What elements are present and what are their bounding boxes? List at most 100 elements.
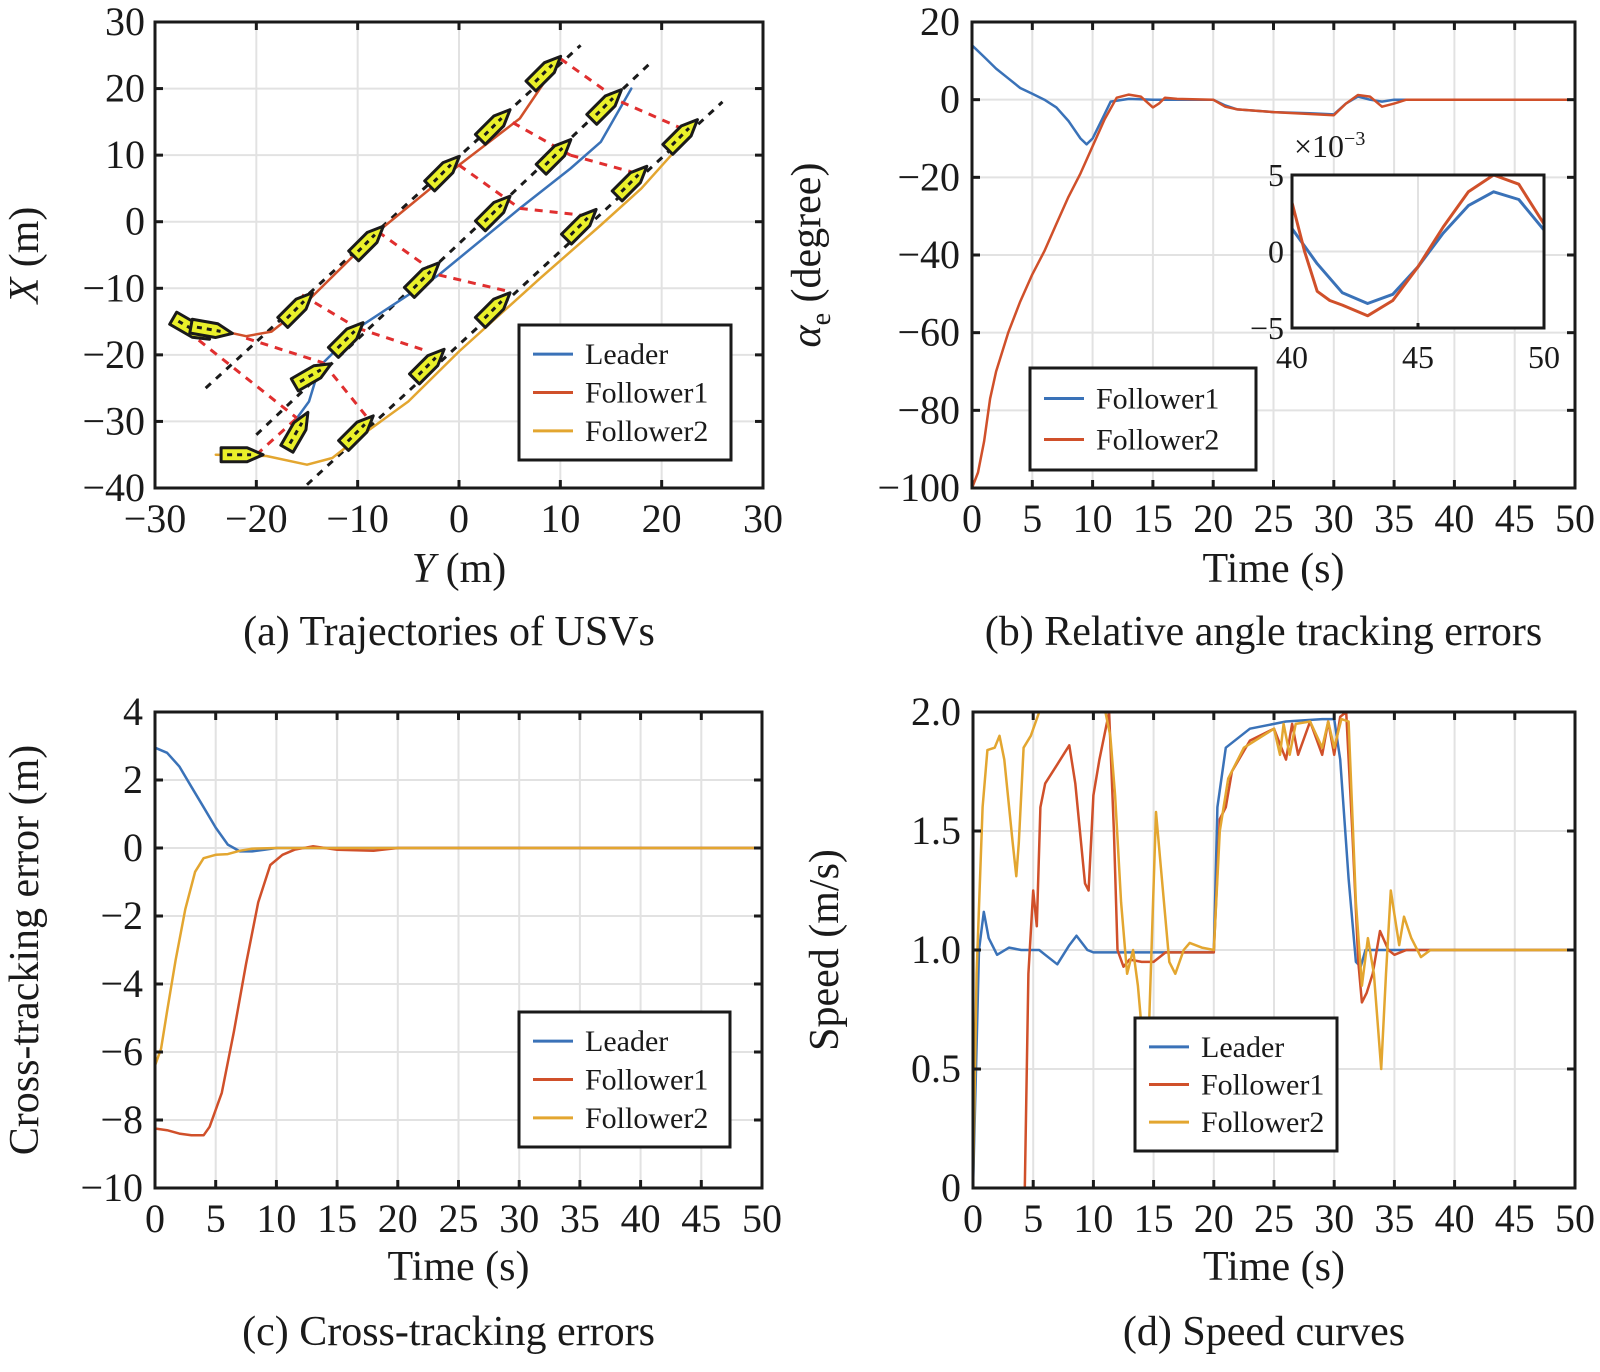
y-axis-label: αe (degree) (784, 163, 837, 348)
y-tick-label: −4 (100, 961, 143, 1006)
y-tick-label: −10 (82, 265, 145, 310)
x-tick-label: −10 (326, 496, 389, 541)
x-tick-label: 50 (1555, 1196, 1595, 1241)
usv-boat-icon (524, 54, 563, 93)
x-tick-label: 20 (378, 1196, 418, 1241)
subplot-d: 0 5 10 15 20 25 30 35 40 45 5000.51.01.52.0LeaderF… (802, 689, 1595, 1355)
usv-boat-icon (473, 108, 512, 146)
legend: Leader Follower1 Follower2 (517, 1010, 732, 1149)
formation-link (357, 326, 430, 353)
x-tick-label: 45 (1495, 496, 1535, 541)
x-tick-label: 10 (1073, 496, 1113, 541)
usv-boat-icon (423, 154, 461, 193)
x-tick-label: 25 (439, 1196, 479, 1241)
usv-boat-icon (560, 207, 598, 246)
usv-boat-icon (219, 446, 265, 464)
usv-boat-icon (610, 164, 649, 203)
y-tick-label: −80 (897, 387, 960, 432)
x-tick-label: 5 (1023, 1196, 1043, 1241)
usv-boat-icon (326, 321, 365, 359)
series-line-follower2 (153, 846, 764, 1067)
x-tick-label: 30 (1314, 1196, 1354, 1241)
y-axis-label: X (m) (2, 207, 48, 306)
inset-exponent-label: ×10−3 (1294, 128, 1365, 164)
subplot-caption: (d) Speed curves (1123, 1309, 1405, 1355)
formation-link (519, 206, 581, 217)
x-tick-label: 20 (642, 496, 682, 541)
series-line-leader (971, 717, 1577, 1190)
y-tick-label: 20 (105, 66, 145, 111)
y-tick-label: 0 (125, 199, 145, 244)
x-tick-label: 50 (1555, 496, 1595, 541)
legend: Follower1 Follower2 (1028, 366, 1258, 472)
inset-x-tick-label: 45 (1402, 339, 1434, 375)
legend-label-leader: Leader (585, 1025, 668, 1058)
boat-centerline (432, 163, 452, 183)
reference-path-line (305, 100, 724, 486)
y-tick-label: 0 (123, 825, 143, 870)
x-tick-label: 15 (1134, 1196, 1174, 1241)
x-tick-label: 45 (1495, 1196, 1535, 1241)
x-tick-label: 10 (540, 496, 580, 541)
y-axis-label-unit: (degree) (784, 163, 830, 313)
y-axis-label: Cross-tracking error (m) (2, 745, 48, 1156)
inset-y-tick-label: 0 (1268, 234, 1284, 270)
series-line-follower2 (971, 710, 1577, 1190)
y-tick-label: −6 (100, 1029, 143, 1074)
legend-label-leader: Leader (585, 338, 668, 371)
y-tick-label: −30 (82, 398, 145, 443)
x-tick-label: 40 (1435, 1196, 1475, 1241)
formation-link (322, 361, 369, 420)
formation-link (438, 273, 511, 294)
x-tick-label: 20 (1194, 1196, 1234, 1241)
x-tick-label: 35 (1374, 1196, 1414, 1241)
inset-x-tick-label: 40 (1276, 339, 1308, 375)
trajectory-leader (295, 87, 633, 420)
legend-label-follower1: Follower1 (585, 1064, 708, 1097)
x-axis-label: Time (s) (1203, 546, 1345, 592)
x-tick-label: 0 (962, 496, 982, 541)
x-tick-label: 5 (1022, 496, 1042, 541)
y-tick-label: 0.5 (911, 1046, 961, 1091)
y-tick-label: 10 (105, 132, 145, 177)
y-tick-label: −40 (897, 232, 960, 277)
x-tick-label: 20 (1193, 496, 1233, 541)
x-tick-label: 30 (743, 496, 783, 541)
y-tick-label: 1.0 (911, 927, 961, 972)
y-tick-label: 30 (105, 0, 145, 44)
usv-boat-icon (289, 362, 333, 393)
legend-label-follower2: Follower2 (1201, 1106, 1324, 1139)
y-tick-label: 2.0 (911, 689, 961, 734)
boat-centerline (412, 270, 432, 290)
subplot-caption: (c) Cross-tracking errors (242, 1309, 655, 1355)
usv-boat-icon (347, 224, 385, 263)
x-tick-label: 0 (449, 496, 469, 541)
y-tick-label: 20 (920, 0, 960, 44)
x-axis-label: Y (m) (412, 546, 507, 592)
y-axis-label-symbol: α (784, 324, 830, 347)
usv-boat-icon (188, 317, 234, 340)
y-tick-label: −10 (80, 1165, 143, 1210)
x-axis-label-var: Y (412, 546, 440, 592)
y-tick-label: 0 (941, 1165, 961, 1210)
legend: Leader Follower1 Follower2 (1133, 1016, 1339, 1153)
legend: Leader Follower1 Follower2 (517, 323, 733, 462)
legend-label-follower2: Follower2 (585, 415, 708, 448)
y-tick-label: −100 (877, 465, 960, 510)
formation-link (174, 320, 298, 420)
formation-link (245, 336, 324, 365)
y-tick-label: −60 (897, 310, 960, 355)
x-axis-label: Time (s) (388, 1244, 530, 1290)
usv-boat-icon (279, 410, 310, 454)
y-tick-label: 0 (940, 77, 960, 122)
x-tick-label: 0 (963, 1196, 983, 1241)
boat-centerline (336, 330, 356, 350)
usv-boat-icon (473, 194, 512, 233)
y-axis-label-subscript: e (806, 313, 837, 325)
legend-label-follower1: Follower1 (1201, 1069, 1324, 1102)
inset-y-tick-label: −5 (1250, 310, 1284, 346)
boat-centerline (346, 423, 366, 443)
x-tick-label: 30 (1314, 496, 1354, 541)
legend-box (1028, 366, 1258, 472)
legend-label-follower2: Follower2 (1096, 424, 1219, 457)
